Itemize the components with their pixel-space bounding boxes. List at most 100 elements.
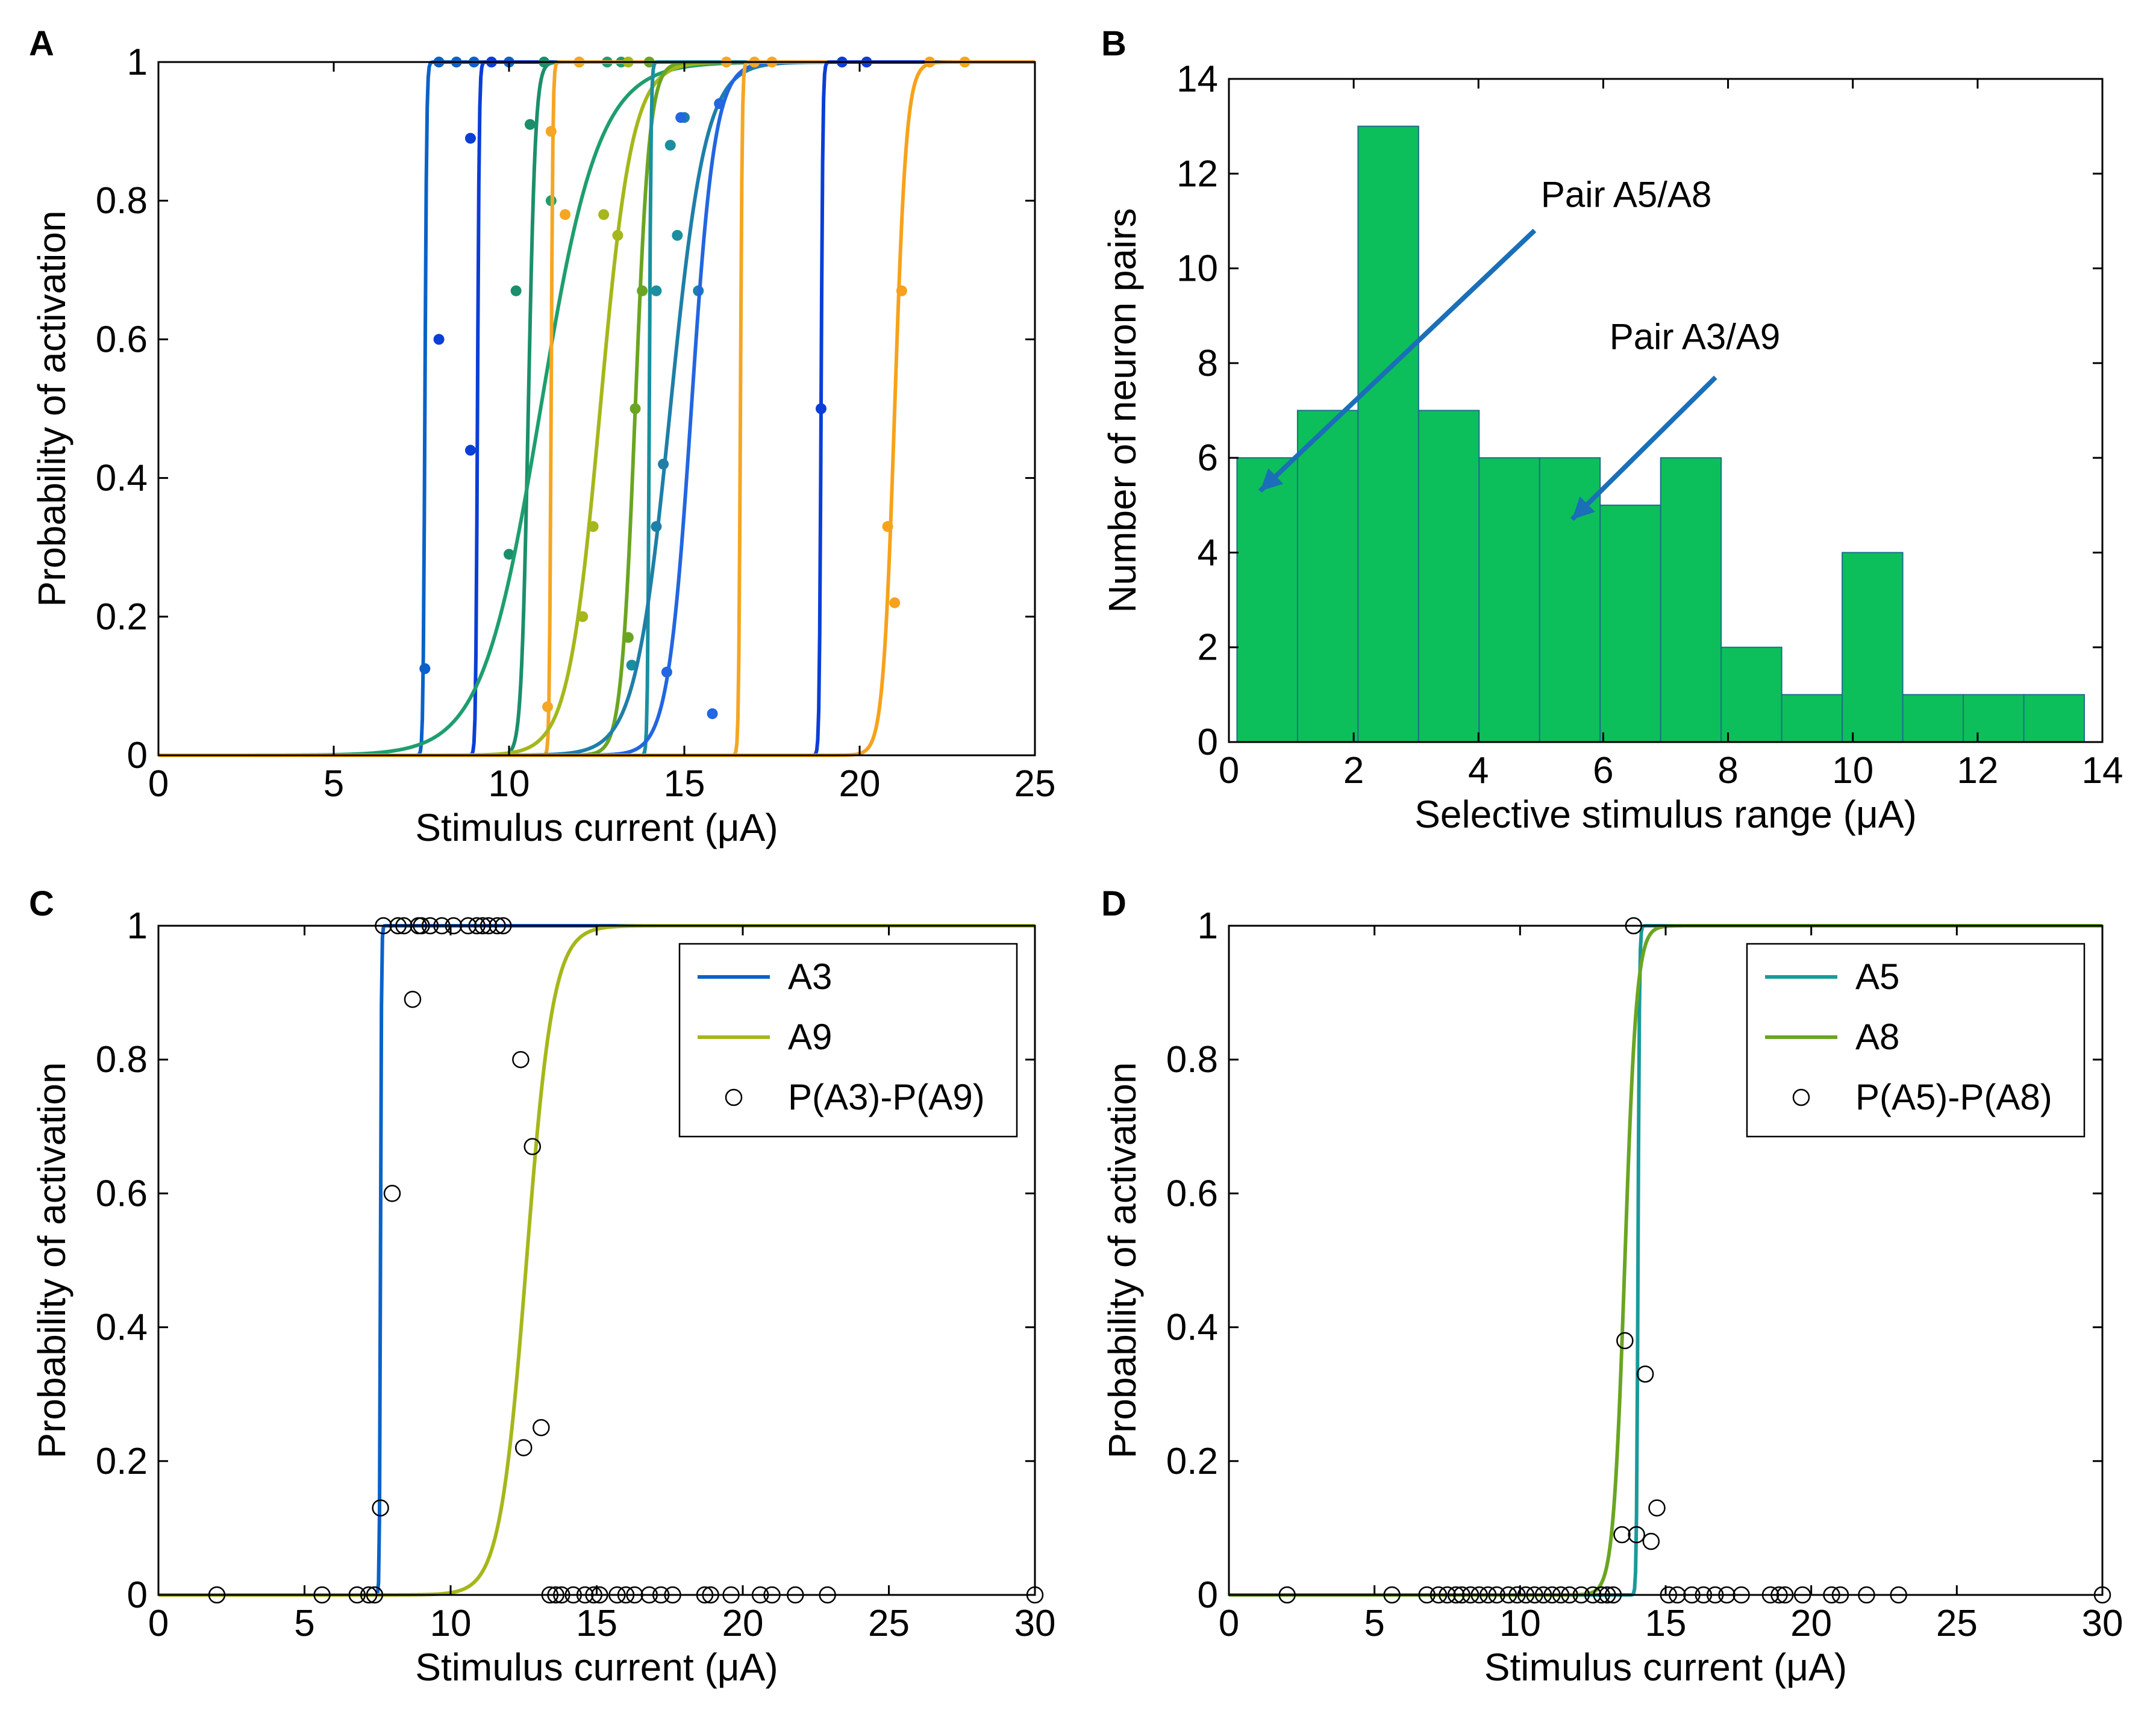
data-point [577,611,589,622]
x-tick-label: 12 [1957,750,1998,791]
annotation-arrowhead [1572,496,1595,520]
x-tick-label: 15 [664,763,705,805]
difference-point [372,1499,389,1517]
panel-c: C 0 5 10 15 20 25 30 0 0.2 0.4 0.6 0.8 1 Stimulus cur… [29,884,1055,1689]
data-point [542,701,554,713]
histogram-bar [1478,457,1540,743]
y-tick-label: 1 [127,905,148,947]
x-tick-label: 25 [1936,1603,1978,1644]
data-point [464,445,476,456]
data-point [815,403,826,414]
y-tick-label: 10 [1176,248,1218,290]
difference-point [512,1050,530,1068]
histogram-bar [1236,457,1298,743]
data-point [664,140,676,151]
data-point [672,229,683,241]
legend-label: P(A3)-P(A9) [788,1077,985,1117]
y-tick-label: 0.4 [96,458,148,499]
difference-point [404,990,422,1008]
y-tick-label: 0.6 [1166,1173,1218,1214]
data-point [882,521,893,532]
x-tick-label: 20 [722,1603,764,1644]
panel-b: B 0 2 4 6 8 10 12 14 0 2 4 6 8 10 12 14 Selective stimul… [1101,24,2123,836]
histogram-bar [1599,504,1661,743]
x-tick-label: 14 [2082,750,2123,791]
x-axis-label: Stimulus current (μA) [1484,1646,1847,1689]
data-point [658,458,669,470]
x-axis-label: Selective stimulus range (μA) [1414,793,1917,836]
x-tick-label: 0 [148,763,169,805]
legend-label: A9 [788,1017,832,1057]
data-point [707,708,718,719]
difference-point [523,1138,542,1155]
histogram-bar [1357,125,1419,743]
histogram-bar [1660,457,1722,743]
y-tick-label: 0 [1198,1574,1218,1616]
annotation-arrowhead [1260,468,1284,491]
annotation-label: Pair A5/A8 [1541,174,1712,214]
y-tick-label: 0.8 [96,180,148,222]
difference-point [1616,1332,1634,1350]
y-tick-label: 0.8 [1166,1039,1218,1081]
difference-point [515,1439,533,1456]
data-point [896,285,907,296]
x-tick-label: 25 [868,1603,910,1644]
panel-d: D 0 5 10 15 20 25 30 0 0.2 0.4 0.6 0.8 1 Stimulus cur… [1101,884,2123,1689]
annotation-arrow-shaft [1570,375,1717,522]
data-point [587,521,599,532]
histogram-bar [2023,694,2085,743]
legend-label: A5 [1855,956,1899,997]
y-axis-label: Probability of activation [30,210,73,607]
data-point [598,209,610,220]
histogram-bar [1902,694,1964,743]
difference-point [1613,1526,1631,1544]
x-tick-label: 0 [148,1603,169,1644]
data-point [545,126,557,137]
panel-letter-d: D [1101,884,1126,923]
data-point [651,521,662,532]
y-tick-label: 0.2 [96,596,148,638]
x-tick-label: 5 [323,763,344,805]
data-point [651,285,662,296]
y-tick-label: 0 [127,1574,148,1616]
panel-letter-b: B [1101,24,1126,63]
histogram-bar [1963,694,2025,743]
legend-label: A8 [1855,1017,1899,1057]
legend-label: A3 [788,956,832,997]
data-point [889,597,901,608]
x-tick-label: 10 [489,763,530,805]
x-tick-label: 30 [1014,1603,1056,1644]
data-point [419,663,431,675]
y-tick-label: 1 [1198,905,1218,947]
histogram-bar [1539,457,1601,743]
data-point [626,660,637,671]
difference-point [1642,1532,1660,1550]
x-tick-label: 8 [1717,750,1738,791]
x-tick-label: 10 [1499,1603,1541,1644]
data-point [524,119,536,130]
difference-point [383,1185,401,1202]
histogram-bar [1296,410,1359,743]
y-tick-label: 0.4 [96,1307,148,1349]
x-tick-label: 30 [2082,1603,2123,1644]
y-axis-label: Number of neuron pairs [1101,208,1144,613]
legend-label: P(A5)-P(A8) [1855,1077,2052,1117]
data-point [510,285,522,296]
x-tick-label: 20 [1790,1603,1832,1644]
x-axis-label: Stimulus current (μA) [415,1646,778,1689]
y-axis-label: Probability of activation [30,1062,73,1458]
y-tick-label: 0.6 [96,319,148,360]
data-point [622,632,634,643]
x-tick-label: 5 [294,1603,314,1644]
legend-marker-swatch [725,1088,743,1106]
x-tick-label: 0 [1219,1603,1239,1644]
data-point [630,403,641,414]
annotation-label: Pair A3/A9 [1610,316,1781,357]
x-tick-label: 10 [1832,750,1873,791]
x-tick-label: 15 [1645,1603,1687,1644]
annotation-arrow-shaft [1258,228,1537,493]
difference-point [1648,1499,1666,1517]
data-point [661,666,672,678]
y-tick-label: 2 [1198,627,1218,669]
y-tick-label: 14 [1176,58,1218,100]
